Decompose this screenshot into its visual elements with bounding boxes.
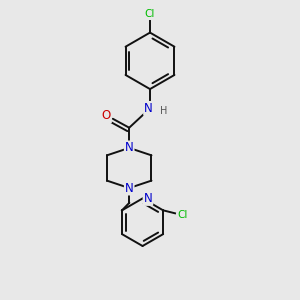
Text: N: N xyxy=(143,192,152,205)
Text: N: N xyxy=(125,141,134,154)
Text: N: N xyxy=(144,102,153,115)
Text: O: O xyxy=(102,109,111,122)
Text: H: H xyxy=(160,106,167,116)
Text: Cl: Cl xyxy=(177,210,188,220)
Text: Cl: Cl xyxy=(145,9,155,19)
Text: N: N xyxy=(125,182,134,194)
